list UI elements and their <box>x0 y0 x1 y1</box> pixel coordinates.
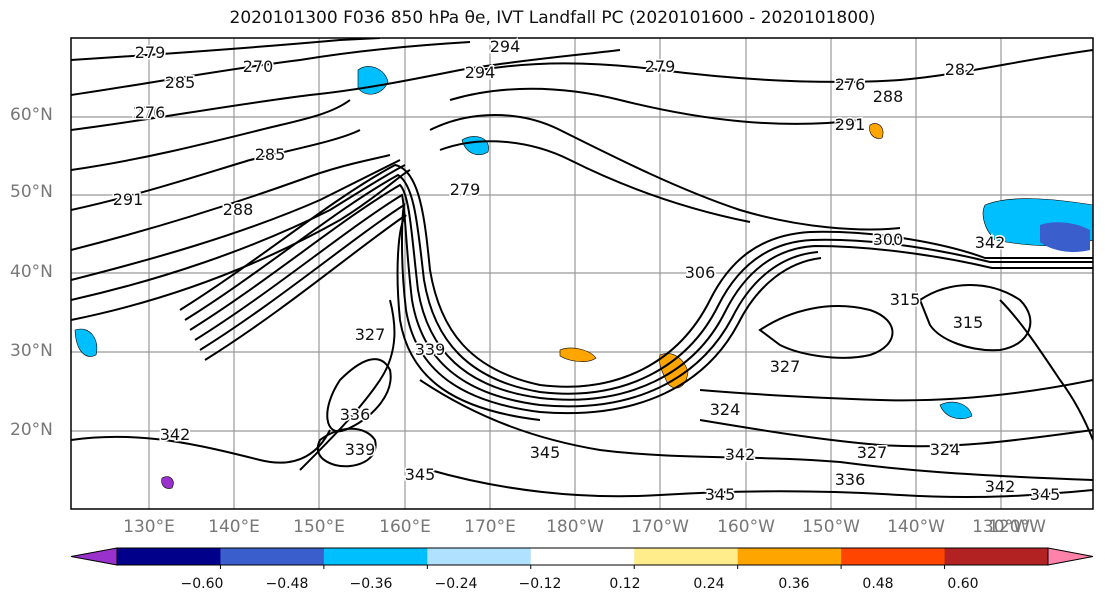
lon-label: 140°E <box>208 517 260 537</box>
colorbar-extend-max <box>1047 547 1094 566</box>
contour-label: 285 <box>165 73 196 92</box>
orange-shading-pacific-2 <box>559 347 597 362</box>
contour-label-group: 279 2942792762852702762912762882852912792… <box>111 36 1062 506</box>
colorbar-tick: 0.12 <box>609 576 641 592</box>
colorbar-outline <box>116 547 1049 566</box>
colorbar-tick: 0.24 <box>693 576 725 592</box>
lon-label: 160°E <box>379 517 431 537</box>
contour-label: 291 <box>113 190 144 209</box>
contour-label: 315 <box>953 313 984 332</box>
contour-label: 345 <box>405 465 436 484</box>
colorbar-tick: 0.48 <box>862 576 894 592</box>
lightblue-shading-alaska <box>357 66 389 95</box>
colorbar-tick: −0.24 <box>434 576 478 592</box>
map-title: 2020101300 F036 850 hPa θe, IVT Landfall… <box>229 8 876 28</box>
contour-label: 324 <box>930 440 961 459</box>
colorbar-segment <box>530 548 635 565</box>
colorbar-extend-min <box>70 547 118 566</box>
colorbar-segment <box>634 548 739 565</box>
contour-label: 279 <box>450 180 481 199</box>
contour-label: 342 <box>160 425 191 444</box>
contour-label: 276 <box>133 103 164 122</box>
graticule <box>71 38 1093 509</box>
colorbar-segment <box>427 548 532 565</box>
colorbar-tick: −0.12 <box>518 576 562 592</box>
lat-label: 20°N <box>10 420 53 440</box>
contour-label: 336 <box>835 470 866 489</box>
lat-label: 50°N <box>10 182 53 202</box>
blue-shading-south <box>939 401 973 419</box>
lat-label: 40°N <box>10 262 53 282</box>
lon-label: 130°E <box>123 517 175 537</box>
contour-label: 291 <box>835 115 866 134</box>
lon-label: 130°W <box>972 517 1030 537</box>
lon-label: 120°W <box>988 517 1046 537</box>
contour-label: 345 <box>530 443 561 462</box>
lon-label: 150°E <box>293 517 345 537</box>
lightblue-shading-bering <box>461 136 489 155</box>
contour-label: 279 <box>135 43 166 62</box>
colorbar-tick: 0.60 <box>947 576 979 592</box>
contour-label: 315 <box>890 290 921 309</box>
lat-label: 60°N <box>10 105 53 125</box>
plot-frame <box>70 37 1094 510</box>
lon-label: 140°W <box>887 517 945 537</box>
contour-label: 339 <box>345 440 376 459</box>
contour-label: 288 <box>873 87 904 106</box>
colorbar <box>70 547 1094 569</box>
lon-label: 150°W <box>802 517 860 537</box>
contour-label: 339 <box>415 340 446 359</box>
purple-shading-north-america <box>1040 222 1090 253</box>
theta-e-contours <box>71 38 1093 499</box>
colorbar-segment <box>220 548 325 565</box>
orange-shading-gulf <box>869 123 884 139</box>
colorbar-tick: −0.36 <box>349 576 393 592</box>
contour-label: 279 <box>645 57 676 76</box>
purple-shading-west <box>161 476 174 489</box>
contour-label: 345 <box>1030 485 1061 504</box>
lon-label: 180°W <box>546 517 604 537</box>
shading-layer <box>74 66 1093 489</box>
contour-label: 285 <box>255 145 286 164</box>
contour-label: 345 <box>705 485 736 504</box>
colorbar-segment <box>117 548 221 565</box>
colorbar-tick: −0.60 <box>180 576 224 592</box>
contour-label: 342 <box>725 445 756 464</box>
contour-label: 294 <box>490 37 521 56</box>
colorbar-tick: −0.48 <box>265 576 309 592</box>
contour-label: 288 <box>223 200 254 219</box>
contour-label: 324 <box>710 400 741 419</box>
contour-label: 294 <box>465 63 496 82</box>
lon-label: 170°E <box>464 517 516 537</box>
contour-label: 342 <box>985 477 1016 496</box>
colorbar-segment <box>944 548 1049 565</box>
blue-shading-japan <box>74 328 98 357</box>
contour-label: 306 <box>685 263 716 282</box>
contour-label: 300 <box>873 230 904 249</box>
contour-label: 282 <box>945 60 976 79</box>
contour-label: 327 <box>857 443 888 462</box>
contour-label: 327 <box>355 325 386 344</box>
contour-label: 342 <box>975 233 1006 252</box>
colorbar-segment <box>323 548 428 565</box>
lon-label: 160°W <box>717 517 775 537</box>
colorbar-tick: 0.36 <box>778 576 810 592</box>
contour-label: 336 <box>340 405 371 424</box>
colorbar-segment <box>841 548 946 565</box>
contour-label: 276 <box>835 75 866 94</box>
lon-label: 170°W <box>631 517 689 537</box>
lat-label: 30°N <box>10 341 53 361</box>
contour-label: 327 <box>770 357 801 376</box>
colorbar-segment <box>737 548 842 565</box>
contour-label: 276 <box>135 103 166 122</box>
contour-label: 270 <box>243 57 274 76</box>
